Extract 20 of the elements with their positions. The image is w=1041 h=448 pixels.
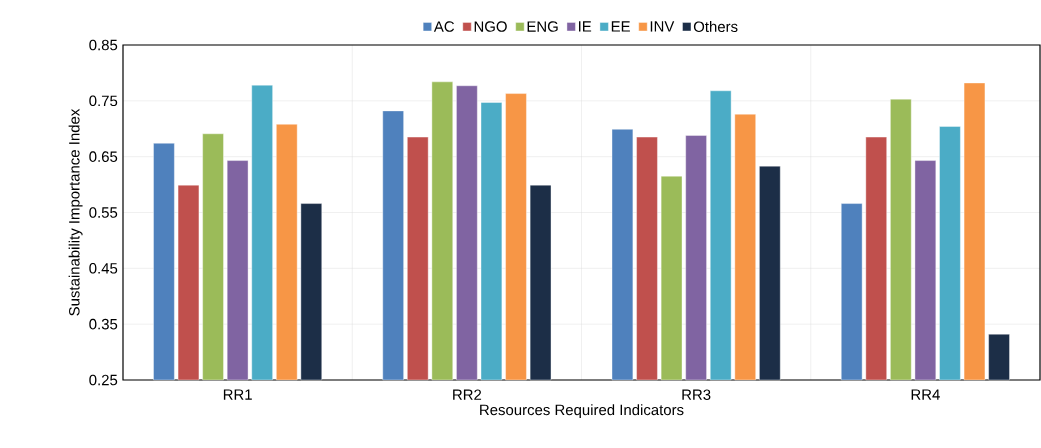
y-tick-label: 0.55 — [89, 207, 118, 218]
legend-label: Others — [693, 21, 738, 33]
legend-label: NGO — [474, 21, 507, 32]
legend-label: EE — [611, 21, 630, 32]
y-axis-title: Sustainability Importance Index — [68, 108, 83, 316]
y-tick-label: 0.75 — [89, 95, 118, 107]
y-tick-label: 0.45 — [89, 263, 118, 274]
y-tick-label: 0.25 — [89, 374, 118, 386]
x-axis-title: Resources Required Indicators — [480, 404, 684, 419]
x-tick-label: RR4 — [911, 389, 940, 400]
legend-label: IE — [579, 21, 592, 32]
legend-label: AC — [433, 21, 455, 32]
x-tick-label: RR1 — [223, 389, 252, 400]
y-tick-label: 0.35 — [89, 318, 118, 330]
y-tick-label: 0.65 — [89, 151, 118, 162]
x-tick-label: RR3 — [682, 389, 711, 401]
legend-label: INV — [650, 21, 675, 32]
x-tick-label: RR2 — [453, 389, 482, 400]
legend-label: ENG — [527, 21, 558, 32]
y-tick-label: 0.85 — [89, 39, 118, 51]
